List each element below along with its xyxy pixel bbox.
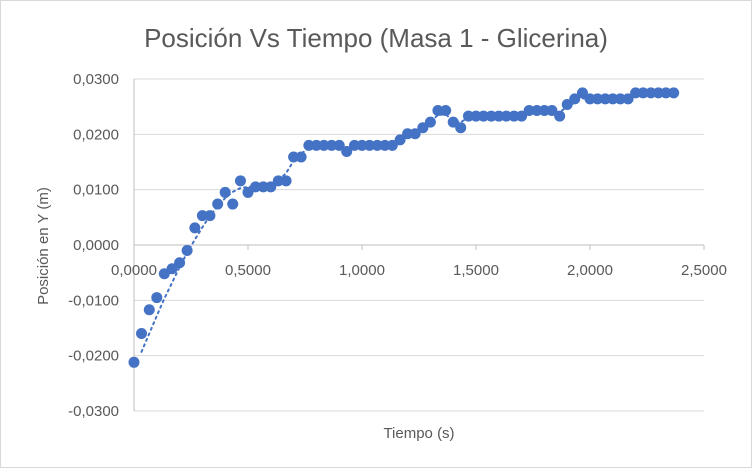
data-point <box>493 110 505 122</box>
data-point <box>576 87 588 99</box>
data-point <box>257 181 269 193</box>
data-point <box>645 87 657 99</box>
data-point <box>227 198 239 210</box>
data-point <box>189 222 201 234</box>
x-axis-label: Tiempo (s) <box>383 425 454 442</box>
y-tick-label: -0,0100 <box>68 292 119 309</box>
data-point <box>265 181 277 193</box>
data-point <box>288 151 300 163</box>
data-point <box>280 175 292 187</box>
data-point <box>310 139 322 151</box>
data-point <box>128 356 140 368</box>
data-point <box>303 139 315 151</box>
data-point <box>151 292 163 304</box>
data-point <box>402 128 414 140</box>
data-point <box>136 328 148 340</box>
y-tick-label: -0,0300 <box>68 403 119 420</box>
data-point <box>447 116 459 128</box>
data-point <box>508 110 520 122</box>
axes <box>133 79 705 411</box>
data-point <box>250 181 262 193</box>
data-point <box>143 304 155 316</box>
y-tick-label: -0,0200 <box>68 348 119 365</box>
data-point <box>470 110 482 122</box>
x-tick-label: 0,5000 <box>225 262 271 279</box>
data-point <box>614 93 626 105</box>
data-point <box>356 139 368 151</box>
data-point <box>660 87 672 99</box>
data-point <box>341 145 353 157</box>
data-point <box>485 110 497 122</box>
data-point <box>174 257 186 269</box>
data-point <box>500 110 512 122</box>
data-point <box>554 110 566 122</box>
data-point <box>637 87 649 99</box>
data-point <box>272 175 284 187</box>
x-tick-labels: 0,0000 0,5000 1,0000 1,5000 2,0000 2,5000 <box>111 262 727 279</box>
data-point <box>584 93 596 105</box>
data-point <box>516 110 528 122</box>
data-point <box>394 134 406 146</box>
data-point <box>196 210 208 222</box>
data-point <box>348 139 360 151</box>
data-point <box>181 245 193 257</box>
data-point <box>242 186 254 198</box>
data-point <box>432 105 444 117</box>
data-point <box>561 98 573 110</box>
x-tick-label: 1,5000 <box>453 262 499 279</box>
data-point <box>204 210 216 222</box>
data-point <box>531 105 543 117</box>
y-tick-label: 0,0300 <box>73 71 119 88</box>
data-point <box>219 186 231 198</box>
data-point <box>364 139 376 151</box>
data-point <box>462 110 474 122</box>
data-point <box>379 139 391 151</box>
x-tick-label: 1,0000 <box>339 262 385 279</box>
data-point <box>326 139 338 151</box>
data-point <box>523 105 535 117</box>
data-point <box>630 87 642 99</box>
chart-title: Posición Vs Tiempo (Masa 1 - Glicerina) <box>144 23 608 53</box>
data-point <box>333 139 345 151</box>
data-point <box>599 93 611 105</box>
y-tick-label: 0,0200 <box>73 126 119 143</box>
data-point <box>538 105 550 117</box>
data-point <box>668 87 680 99</box>
y-tick-label: 0,0100 <box>73 182 119 199</box>
y-tick-label: 0,0000 <box>73 237 119 254</box>
data-point <box>592 93 604 105</box>
data-point <box>409 128 421 140</box>
data-point <box>386 139 398 151</box>
data-points <box>128 87 680 368</box>
data-point <box>295 151 307 163</box>
data-point <box>318 139 330 151</box>
data-point <box>478 110 490 122</box>
y-axis-label: Posición en Y (m) <box>35 187 52 305</box>
y-tick-labels: 0,0300 0,0200 0,0100 0,0000 -0,0100 -0,0200 -0… <box>68 71 119 420</box>
data-point <box>424 116 436 128</box>
data-point <box>607 93 619 105</box>
x-tick-label: 2,5000 <box>681 262 727 279</box>
data-point <box>417 122 429 134</box>
data-point <box>652 87 664 99</box>
x-tick-label: 0,0000 <box>111 262 157 279</box>
data-point <box>234 175 246 187</box>
data-point <box>371 139 383 151</box>
data-point <box>166 263 178 275</box>
data-point <box>622 93 634 105</box>
data-point <box>569 93 581 105</box>
x-tick-label: 2,0000 <box>567 262 613 279</box>
data-point <box>440 105 452 117</box>
data-point <box>546 105 558 117</box>
data-point <box>455 122 467 134</box>
data-point <box>212 198 224 210</box>
